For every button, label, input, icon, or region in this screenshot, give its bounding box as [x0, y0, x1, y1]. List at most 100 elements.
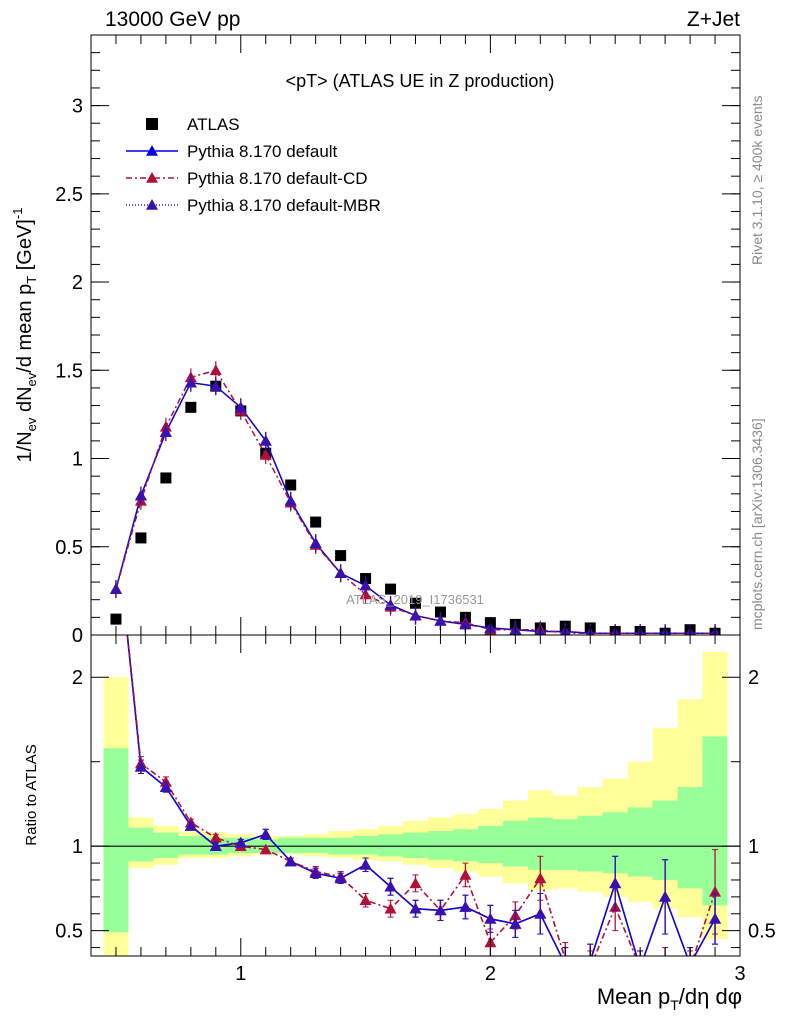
- ratio-point: [134, 760, 147, 772]
- legend-label: Pythia 8.170 default-CD: [187, 169, 368, 188]
- process-label: Z+Jet: [687, 8, 740, 31]
- ratio-point: [409, 902, 422, 914]
- mc-point: [459, 618, 472, 630]
- mc-point: [259, 449, 272, 460]
- x-tick-label: 1: [235, 963, 246, 985]
- ratio-series-2: [110, 519, 722, 973]
- mc-point: [259, 434, 272, 446]
- main-y-axis-label: 1/Nev dNev/d mean pT [GeV]-1: [10, 208, 39, 463]
- mc-point: [359, 579, 372, 591]
- ratio-point: [334, 872, 347, 884]
- ratio-point: [589, 955, 591, 956]
- ratio-point: [209, 831, 222, 843]
- ratio-point: [659, 890, 672, 902]
- ratio-panel: 0.5 0.5 1 1 2 2 1 2 3: [55, 519, 776, 985]
- mc-point: [184, 376, 197, 388]
- ratio-point: [359, 858, 372, 870]
- ratio-point: [534, 907, 547, 919]
- mc-point: [234, 401, 247, 413]
- ratio-point: [259, 828, 272, 840]
- ratio-y-tick-label: 1: [72, 836, 83, 858]
- ratio-point: [609, 877, 622, 889]
- mc-point: [209, 380, 222, 391]
- x-axis-label: Mean pT/dη dφ: [597, 984, 742, 1013]
- atlas-point: [160, 472, 172, 484]
- atlas-point: [110, 613, 122, 625]
- ratio-y-tick-label: 0.5: [55, 921, 83, 943]
- ratio-point: [459, 868, 472, 880]
- x-tick-label: 3: [734, 963, 745, 985]
- y-tick-label: 0: [72, 625, 83, 647]
- ratio-y-tick-label-right: 2: [748, 667, 759, 689]
- legend-label: ATLAS: [187, 115, 240, 134]
- atlas-point: [185, 401, 197, 413]
- ratio-point: [159, 781, 172, 792]
- mc-point: [209, 364, 222, 376]
- ratio-point: [259, 843, 272, 855]
- ratio-point: [110, 519, 122, 530]
- x-tick-label: 2: [485, 963, 496, 985]
- atlas-point: [410, 597, 421, 609]
- ratio-point: [634, 962, 646, 973]
- y-tick-label: 1: [72, 449, 83, 471]
- ratio-point: [409, 877, 422, 889]
- ratio-point: [584, 962, 596, 973]
- uncertainty-band-inner: [103, 736, 728, 933]
- ratio-point: [110, 519, 122, 530]
- ratio-point: [534, 872, 547, 884]
- ratio-point: [634, 962, 646, 973]
- analysis-watermark: ATLAS_2019_I1736531: [346, 592, 484, 607]
- ratio-point: [484, 912, 497, 924]
- ratio-point: [634, 962, 646, 973]
- ratio-point: [384, 902, 397, 914]
- main-panel: 0 0.5 1 1.5 2 2.5 3: [55, 34, 741, 647]
- atlas-point: [285, 479, 297, 491]
- y-tick-label: 2: [72, 272, 83, 294]
- mc-point: [334, 567, 347, 579]
- legend-marker-atlas: [146, 118, 158, 130]
- ratio-point: [509, 917, 522, 929]
- y-tick-label: 0.5: [55, 537, 83, 559]
- ratio-point: [589, 955, 591, 956]
- atlas-point: [135, 532, 147, 544]
- svg-text:1/Nev dNev/d mean pT [GeV]-1: 1/Nev dNev/d mean pT [GeV]-1: [10, 208, 39, 463]
- ratio-point: [110, 519, 122, 530]
- ratio-point: [434, 904, 447, 916]
- mc-point: [309, 537, 322, 549]
- legend-label: Pythia 8.170 default-MBR: [187, 196, 381, 215]
- plot-title: <pT> (ATLAS UE in Z production): [286, 71, 555, 91]
- ratio-y-tick-label-right: 1: [748, 836, 759, 858]
- mc-point: [434, 614, 447, 626]
- mc-point: [109, 583, 122, 594]
- ratio-point: [184, 819, 197, 831]
- ratio-point: [234, 836, 247, 848]
- y-tick-label: 2.5: [55, 184, 83, 206]
- mc-point: [134, 489, 147, 501]
- svg-text:Mean pT/dη dφ: Mean pT/dη dφ: [597, 984, 742, 1013]
- ratio-y-axis-label: Ratio to ATLAS: [23, 744, 40, 845]
- legend-marker: [146, 172, 158, 183]
- legend: ATLAS Pythia 8.170 default Pythia 8.170 de…: [126, 115, 381, 215]
- mc-point: [384, 599, 397, 610]
- ratio-point: [209, 840, 222, 851]
- ratio-point: [684, 958, 696, 969]
- mcplots-source-label: mcplots.cern.ch [arXiv:1306.3436]: [749, 418, 765, 630]
- ratio-y-tick-label: 2: [72, 667, 83, 689]
- ratio-point: [459, 901, 472, 912]
- uncertainty-band-outer: [103, 651, 728, 956]
- ratio-point: [309, 867, 322, 879]
- legend-marker: [146, 145, 158, 156]
- y-tick-label: 1.5: [55, 360, 83, 382]
- ratio-point: [659, 958, 671, 969]
- mc-point: [409, 609, 422, 621]
- ratio-point: [284, 855, 297, 867]
- ratio-point: [709, 912, 722, 924]
- atlas-point: [310, 516, 322, 528]
- ratio-point: [359, 894, 372, 906]
- rivet-version-label: Rivet 3.1.10, ≥ 400k events: [749, 95, 765, 265]
- atlas-point: [385, 583, 397, 595]
- legend-marker: [146, 199, 158, 210]
- mc-point: [284, 494, 297, 506]
- ratio-point: [559, 958, 571, 969]
